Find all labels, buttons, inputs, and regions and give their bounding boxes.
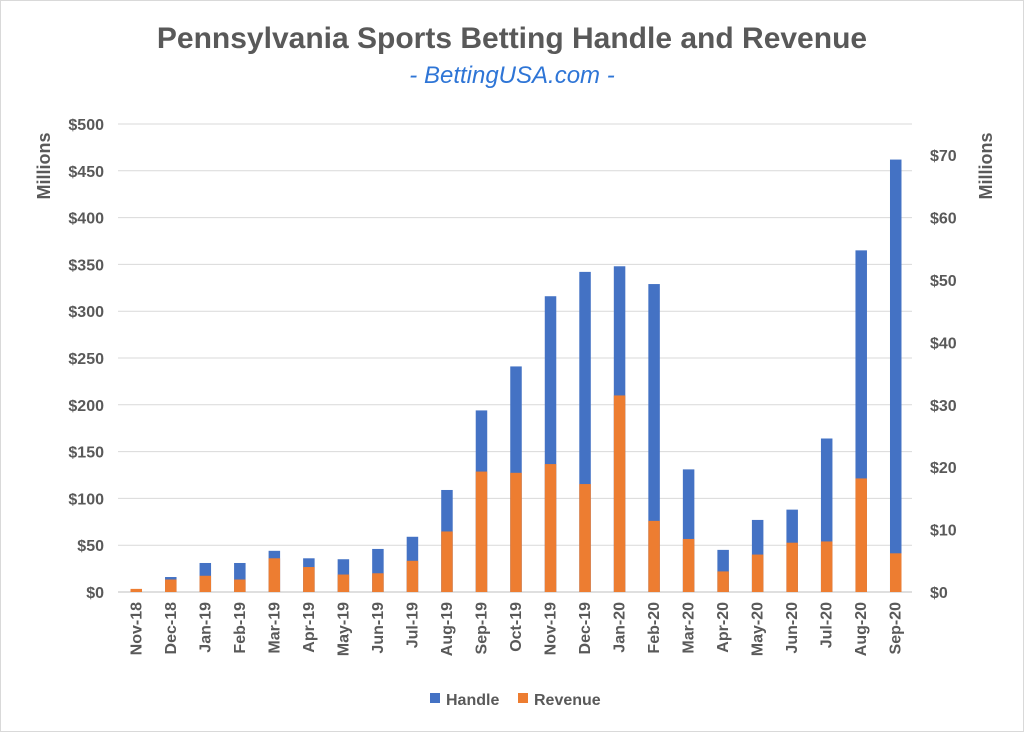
bar-revenue	[234, 579, 246, 592]
y-left-tick-label: $500	[68, 117, 104, 134]
x-tick-label: Mar-19	[266, 602, 283, 654]
bar-revenue	[268, 558, 281, 592]
bar-revenue	[820, 541, 833, 592]
bar-handle	[234, 562, 246, 592]
bar-revenue	[199, 575, 212, 592]
y-left-tick-label: $450	[68, 164, 104, 181]
legend-swatch-revenue	[518, 693, 528, 703]
x-tick-label: Dec-19	[577, 602, 594, 655]
chart-title: Pennsylvania Sports Betting Handle and R…	[156, 22, 868, 55]
x-tick-label: Aug-19	[439, 602, 456, 656]
bar-handle	[372, 548, 384, 592]
legend: Handle Revenue	[430, 692, 601, 709]
bar-revenue	[786, 542, 798, 592]
x-tick-label: Aug-20	[853, 602, 870, 656]
x-tick-label: Dec-18	[163, 602, 180, 655]
bar-handle	[579, 271, 591, 592]
y-right-tick-label: $10	[930, 523, 957, 540]
y-left-tick-label: $350	[68, 257, 104, 274]
y-right-tick-label: $40	[930, 335, 957, 352]
legend-label-handle: Handle	[446, 692, 499, 709]
bar-handle	[648, 284, 660, 592]
y-left-tick-label: $250	[68, 351, 104, 368]
x-tick-label: Feb-20	[646, 602, 663, 654]
y-left-tick-label: $0	[86, 585, 104, 602]
y-left-tick-label: $150	[68, 445, 104, 462]
bar-revenue	[751, 554, 764, 592]
y-right-tick-label: $50	[930, 273, 957, 290]
legend-label-revenue: Revenue	[534, 692, 601, 709]
x-tick-label: Oct-19	[508, 602, 525, 652]
bar-handle	[820, 438, 833, 592]
x-tick-label: Sep-19	[473, 602, 490, 655]
bar-revenue	[441, 531, 453, 592]
y-right-axis-title: Millions	[976, 133, 996, 200]
bar-revenue	[475, 471, 488, 592]
x-tick-label: Jan-19	[197, 602, 214, 653]
x-tick-label: Jul-20	[819, 602, 836, 648]
y-left-tick-label: $400	[68, 211, 104, 228]
y-right-tick-label: $60	[930, 211, 957, 228]
bar-revenue	[165, 579, 177, 592]
x-tick-label: Feb-19	[232, 602, 249, 654]
x-tick-label: Sep-20	[888, 602, 905, 655]
y-left-tick-label: $100	[68, 491, 104, 508]
bars	[130, 159, 902, 593]
chart-subtitle: - BettingUSA.com -	[409, 62, 615, 89]
ticks: $0 $50 $100 $150 $200 $250 $300 $350 $400 $450 $50…	[68, 117, 956, 656]
bar-revenue	[717, 571, 729, 592]
y-right-tick-label: $0	[930, 585, 948, 602]
y-left-tick-label: $50	[77, 538, 104, 555]
x-tick-label: Nov-18	[128, 602, 145, 655]
bar-revenue	[613, 395, 626, 592]
bar-revenue	[130, 588, 143, 592]
y-right-tick-label: $20	[930, 460, 957, 477]
bar-revenue	[855, 478, 867, 592]
bar-handle	[889, 159, 902, 592]
x-tick-label: Apr-19	[301, 602, 318, 653]
y-left-tick-label: $300	[68, 304, 104, 321]
bar-revenue	[579, 484, 591, 592]
y-left-axis-title: Millions	[34, 133, 54, 200]
x-tick-label: Jan-20	[612, 602, 629, 653]
bar-revenue	[337, 574, 350, 592]
bar-revenue	[544, 464, 557, 592]
x-tick-label: Nov-19	[543, 602, 560, 655]
bar-handle	[717, 549, 729, 592]
x-tick-label: Jul-19	[404, 602, 421, 648]
y-right-tick-label: $70	[930, 148, 957, 165]
bar-revenue	[682, 538, 695, 592]
bar-revenue	[889, 553, 902, 592]
bar-handle	[682, 469, 695, 592]
x-tick-label: Apr-20	[715, 602, 732, 653]
x-tick-label: Jun-19	[370, 602, 387, 654]
bar-revenue	[303, 567, 315, 592]
x-tick-label: May-19	[335, 602, 352, 656]
bar-revenue	[406, 560, 419, 592]
bar-revenue	[648, 520, 660, 592]
x-tick-label: Jun-20	[784, 602, 801, 654]
bar-revenue	[510, 472, 522, 592]
y-left-tick-label: $200	[68, 398, 104, 415]
bar-handle	[544, 296, 557, 592]
y-right-tick-label: $30	[930, 398, 957, 415]
x-tick-label: Mar-20	[681, 602, 698, 654]
bar-revenue	[372, 573, 384, 592]
bar-handle	[855, 250, 867, 593]
legend-swatch-handle	[430, 693, 440, 703]
x-tick-label: May-20	[750, 602, 767, 656]
